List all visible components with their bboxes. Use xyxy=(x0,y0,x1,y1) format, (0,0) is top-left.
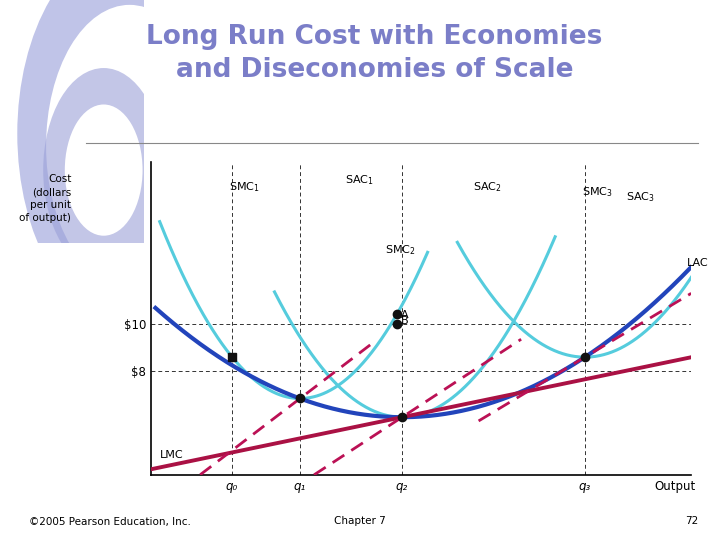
Text: SMC$_2$: SMC$_2$ xyxy=(385,243,415,257)
Text: A: A xyxy=(401,310,409,320)
Text: Output: Output xyxy=(654,480,696,493)
Text: 72: 72 xyxy=(685,516,698,526)
Text: LAC: LAC xyxy=(687,258,708,268)
Text: and Diseconomies of Scale: and Diseconomies of Scale xyxy=(176,57,573,83)
Text: Cost
(dollars
per unit
of output): Cost (dollars per unit of output) xyxy=(19,174,71,224)
Text: ©2005 Pearson Education, Inc.: ©2005 Pearson Education, Inc. xyxy=(29,516,191,526)
Circle shape xyxy=(17,0,242,323)
Text: SMC$_3$: SMC$_3$ xyxy=(582,185,613,199)
Text: SMC$_1$: SMC$_1$ xyxy=(230,180,260,194)
Circle shape xyxy=(43,68,164,272)
Text: SAC$_2$: SAC$_2$ xyxy=(473,180,501,194)
Text: Chapter 7: Chapter 7 xyxy=(334,516,386,526)
Text: B: B xyxy=(401,316,409,326)
Text: SAC$_1$: SAC$_1$ xyxy=(345,173,374,187)
Text: LMC: LMC xyxy=(160,450,184,461)
Circle shape xyxy=(46,5,213,287)
Text: SAC$_3$: SAC$_3$ xyxy=(626,190,654,204)
Text: Long Run Cost with Economies: Long Run Cost with Economies xyxy=(146,24,603,50)
Circle shape xyxy=(65,105,143,235)
